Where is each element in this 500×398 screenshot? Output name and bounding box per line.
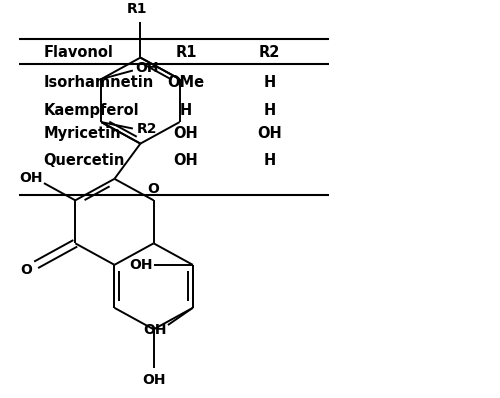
Text: H: H (264, 103, 276, 118)
Text: H: H (264, 152, 276, 168)
Text: OH: OH (135, 61, 158, 75)
Text: Myricetin: Myricetin (44, 127, 121, 141)
Text: OH: OH (174, 127, 199, 141)
Text: H: H (180, 103, 192, 118)
Text: O: O (20, 263, 32, 277)
Text: H: H (264, 75, 276, 90)
Text: Isorhamnetin: Isorhamnetin (44, 75, 154, 90)
Text: OH: OH (174, 152, 199, 168)
Text: OH: OH (258, 127, 282, 141)
Text: R2: R2 (136, 121, 157, 136)
Text: O: O (148, 182, 160, 196)
Text: OMe: OMe (168, 75, 204, 90)
Text: OH: OH (129, 258, 152, 272)
Text: R2: R2 (259, 45, 280, 60)
Text: OH: OH (142, 373, 166, 387)
Text: R1: R1 (176, 45, 197, 60)
Text: Kaempferol: Kaempferol (44, 103, 139, 118)
Text: R1: R1 (127, 2, 148, 16)
Text: Quercetin: Quercetin (44, 152, 125, 168)
Text: OH: OH (20, 172, 43, 185)
Text: OH: OH (144, 323, 167, 337)
Text: Flavonol: Flavonol (44, 45, 114, 60)
